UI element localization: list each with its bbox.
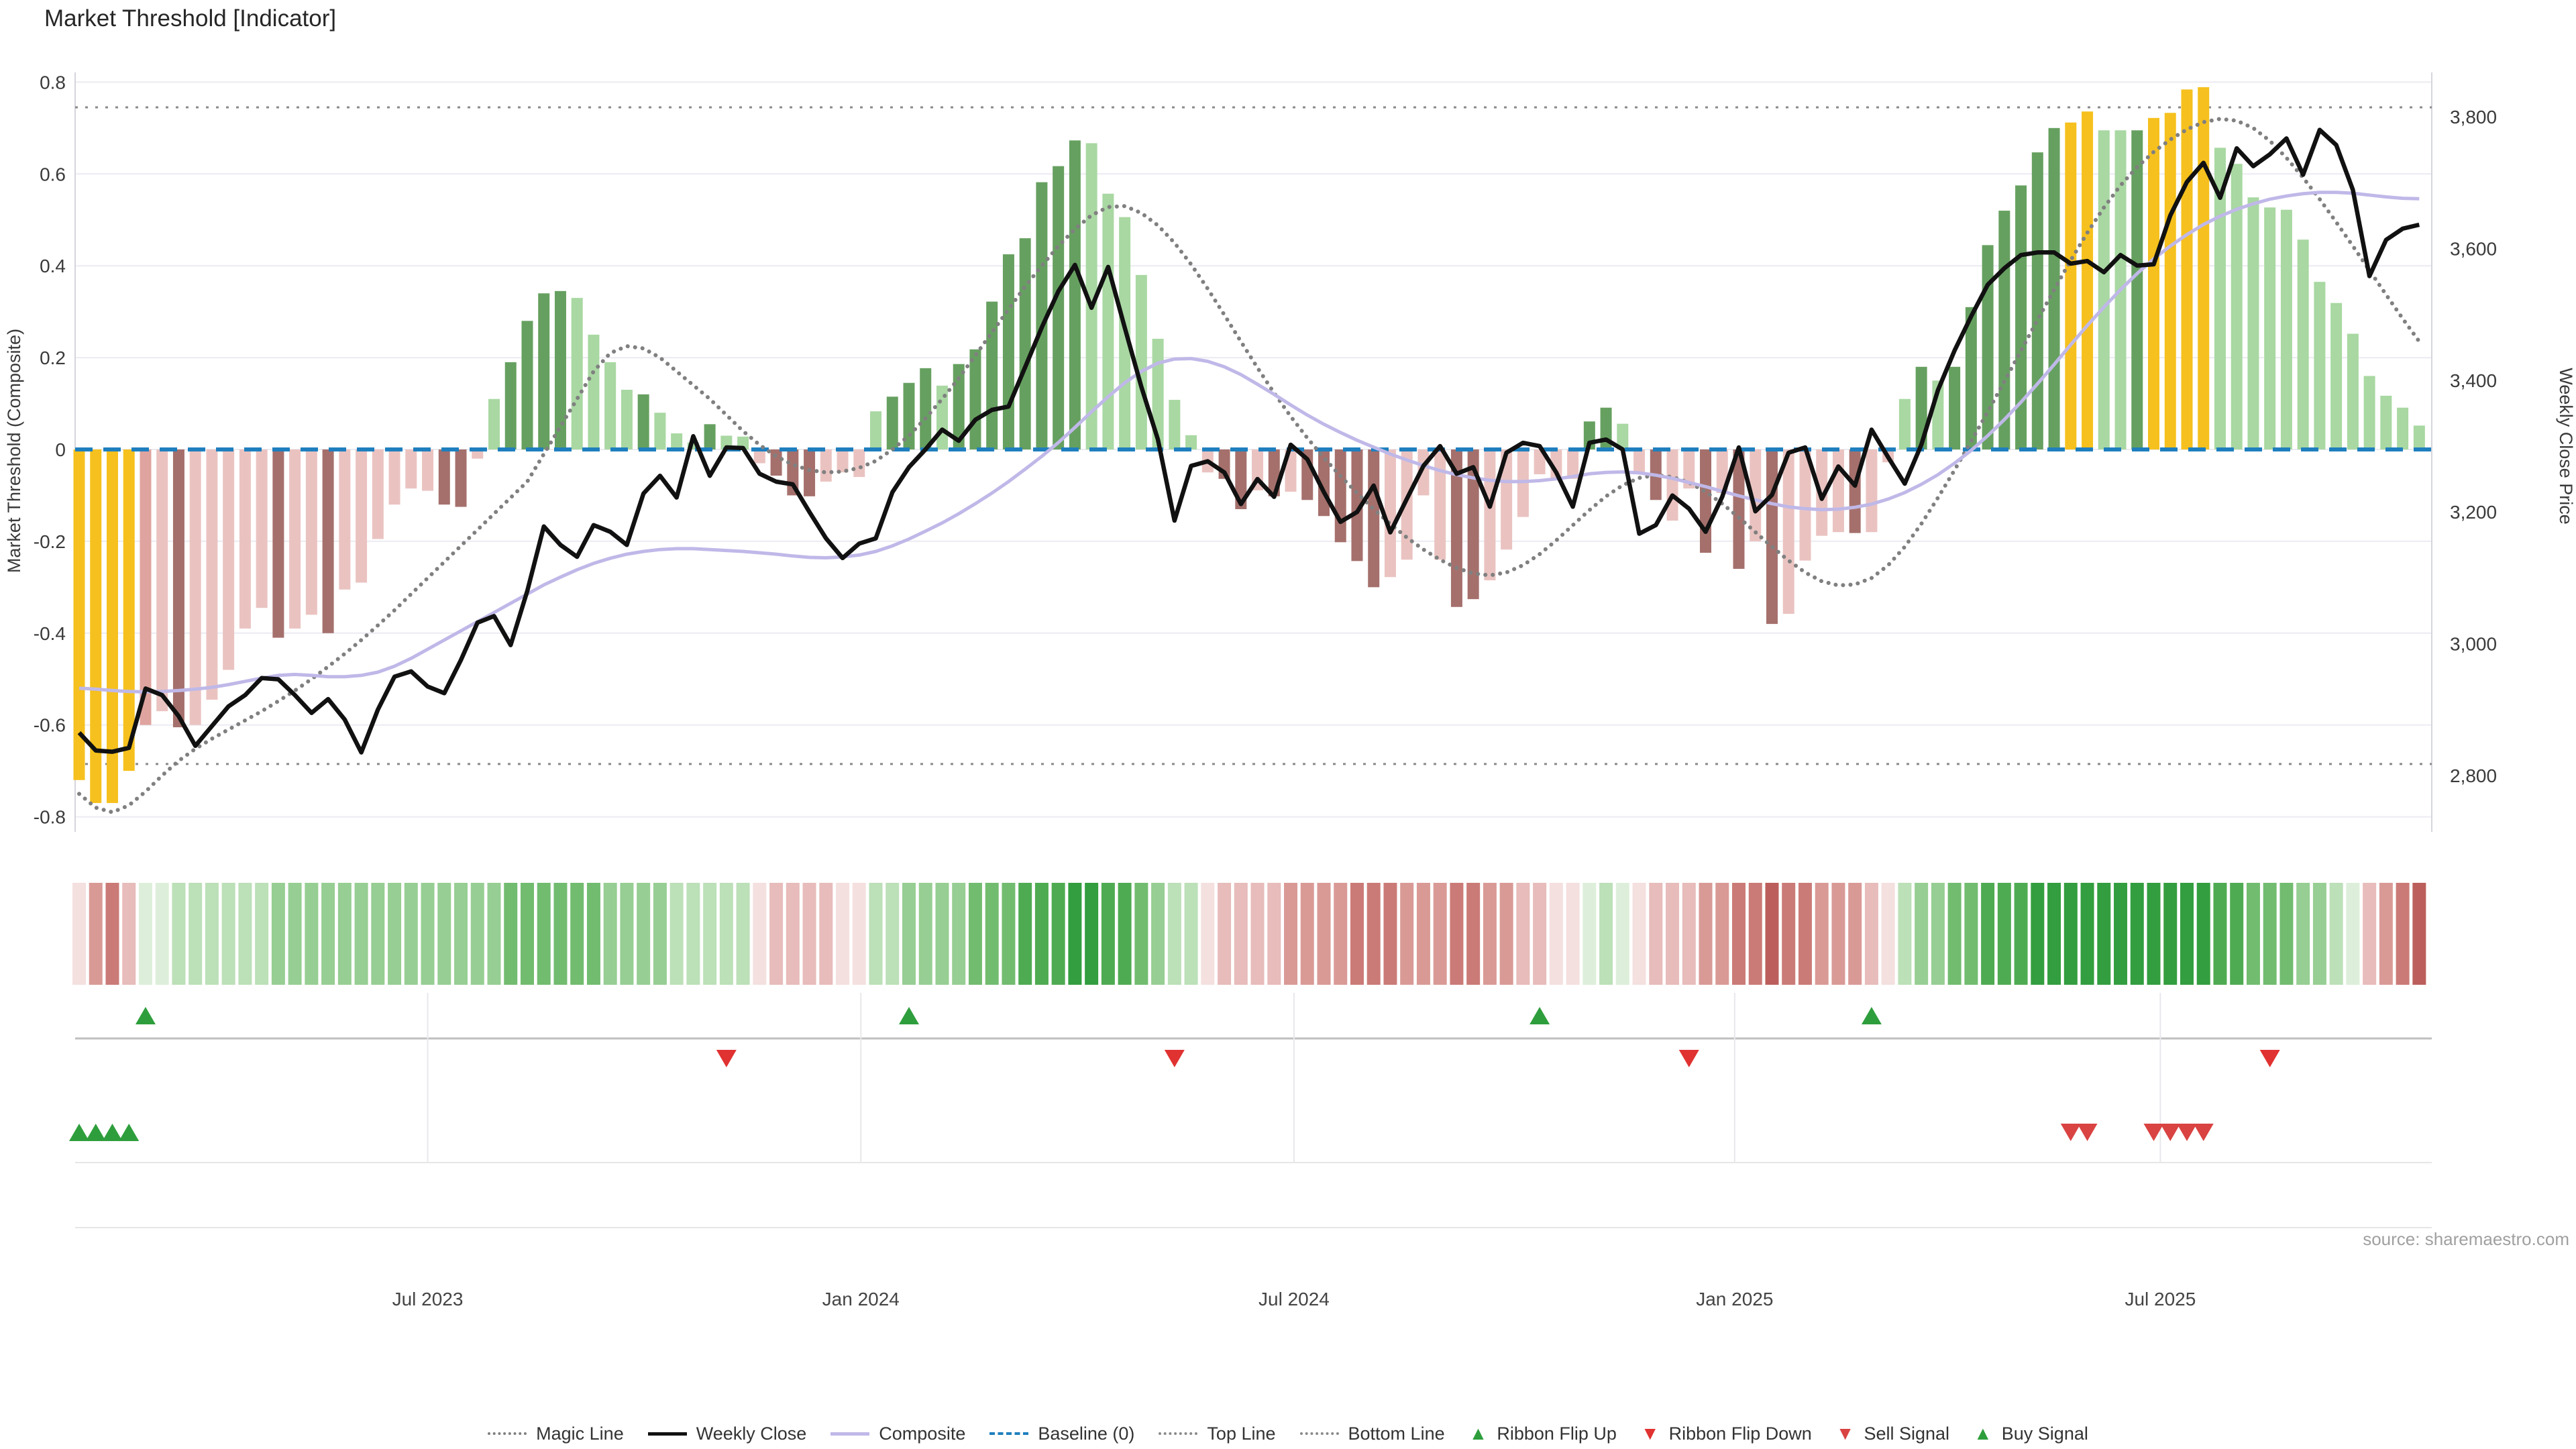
- legend-item-ribbon-flip-down: ▼ Ribbon Flip Down: [1641, 1424, 1812, 1444]
- line-swatch-icon: [830, 1432, 870, 1436]
- source-note: source: sharemaestro.com: [2363, 1229, 2569, 1249]
- line-swatch-icon: [488, 1432, 527, 1435]
- svg-text:0.8: 0.8: [40, 72, 66, 93]
- legend-item-label: Weekly Close: [696, 1423, 807, 1444]
- legend-item-label: Ribbon Flip Up: [1497, 1423, 1617, 1444]
- legend-item-ribbon-flip-up: ▲ Ribbon Flip Up: [1469, 1424, 1617, 1444]
- svg-text:3,200: 3,200: [2450, 502, 2497, 523]
- legend-item-baseline-0-: Baseline (0): [989, 1424, 1134, 1444]
- legend-item-label: Baseline (0): [1038, 1423, 1135, 1444]
- svg-text:Jul 2024: Jul 2024: [1258, 1289, 1330, 1309]
- legend-item-label: Composite: [879, 1423, 966, 1444]
- line-swatch-icon: [1159, 1432, 1198, 1435]
- svg-text:3,000: 3,000: [2450, 634, 2497, 655]
- legend-item-bottom-line: Bottom Line: [1299, 1423, 1445, 1444]
- svg-text:-0.2: -0.2: [34, 531, 66, 552]
- triangle-up-icon: ▲: [1468, 1423, 1488, 1444]
- line-swatch-icon: [1299, 1432, 1339, 1435]
- left-axis-title: Market Threshold (Composite): [4, 329, 24, 573]
- svg-text:-0.8: -0.8: [34, 807, 66, 828]
- svg-text:3,800: 3,800: [2450, 107, 2497, 127]
- svg-text:Jul 2025: Jul 2025: [2125, 1289, 2196, 1309]
- ribbon-strip: [72, 883, 2426, 985]
- svg-text:-0.4: -0.4: [34, 623, 66, 644]
- triangle-down-icon: ▼: [1835, 1423, 1855, 1444]
- legend-item-top-line: Top Line: [1159, 1423, 1276, 1444]
- triangle-down-icon: ▼: [1640, 1423, 1660, 1444]
- line-series: [77, 117, 2422, 814]
- svg-text:0.4: 0.4: [40, 256, 66, 276]
- legend-item-weekly-close: Weekly Close: [647, 1423, 807, 1444]
- svg-text:3,600: 3,600: [2450, 238, 2497, 259]
- svg-text:2,800: 2,800: [2450, 765, 2497, 786]
- line-swatch-icon: [647, 1432, 687, 1436]
- svg-text:0.2: 0.2: [40, 347, 66, 368]
- legend-item-buy-signal: ▲ Buy Signal: [1974, 1424, 2088, 1444]
- svg-text:0: 0: [55, 439, 66, 460]
- svg-text:Jul 2023: Jul 2023: [392, 1289, 464, 1309]
- legend-item-label: Sell Signal: [1864, 1423, 1950, 1444]
- triangle-up-icon: ▲: [1974, 1423, 1992, 1444]
- svg-text:0.6: 0.6: [40, 164, 66, 184]
- svg-text:Jan 2025: Jan 2025: [1696, 1289, 1773, 1309]
- legend-item-label: Buy Signal: [2001, 1423, 2088, 1444]
- signal-markers: [69, 1007, 2280, 1141]
- legend-item-label: Ribbon Flip Down: [1668, 1423, 1812, 1444]
- legend-item-composite: Composite: [830, 1424, 965, 1444]
- line-swatch-icon: [989, 1432, 1029, 1435]
- svg-text:-0.6: -0.6: [34, 715, 66, 736]
- reference-lines: [75, 106, 2432, 765]
- axis-tick-labels: 0.8 0.6 0.4 0.2 0 -0.2 -0.4 -0.6 -0.8 3,800 3,600 3…: [34, 72, 2497, 1309]
- legend-item-label: Bottom Line: [1348, 1423, 1445, 1444]
- right-axis-title: Weekly Close Price: [2556, 368, 2576, 525]
- legend-item-magic-line: Magic Line: [488, 1424, 624, 1444]
- page-title: Market Threshold [Indicator]: [44, 5, 337, 32]
- legend: Magic Line Weekly Close Composite Baseline …: [0, 1418, 2576, 1449]
- legend-item-sell-signal: ▼ Sell Signal: [1836, 1424, 1949, 1444]
- threshold-bars: [73, 87, 2425, 804]
- legend-item-label: Magic Line: [536, 1423, 624, 1444]
- legend-item-label: Top Line: [1207, 1423, 1276, 1444]
- svg-text:Jan 2024: Jan 2024: [822, 1289, 900, 1309]
- signal-panel: [75, 993, 2432, 1228]
- svg-text:3,400: 3,400: [2450, 370, 2497, 391]
